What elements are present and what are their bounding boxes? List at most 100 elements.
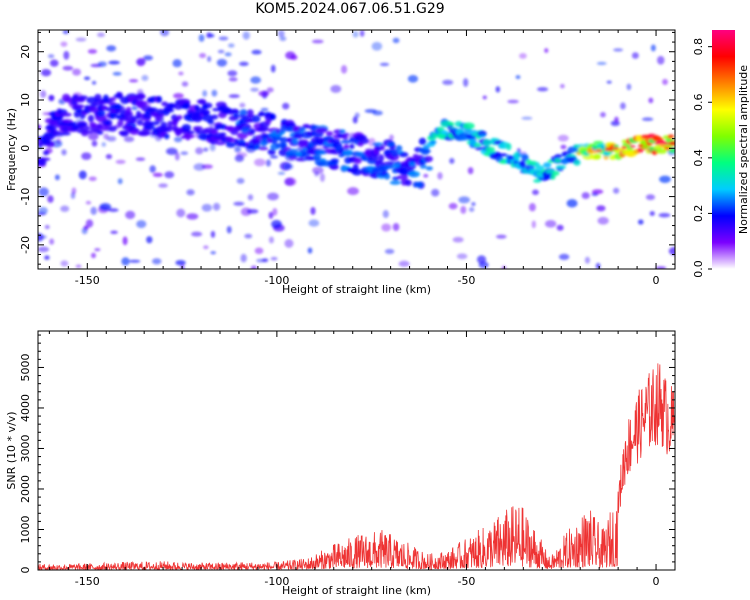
heatmap-cell bbox=[160, 30, 170, 37]
heatmap-cell bbox=[195, 147, 204, 155]
heatmap-cell bbox=[238, 141, 248, 147]
snr-x-axis-label: Height of straight line (km) bbox=[282, 584, 431, 597]
heatmap-cell bbox=[83, 76, 91, 81]
heatmap-cell bbox=[398, 260, 410, 267]
heatmap-cell bbox=[60, 205, 70, 212]
heatmap-x-tick-label: -100 bbox=[264, 274, 289, 287]
heatmap-cell bbox=[64, 96, 73, 103]
heatmap-cell bbox=[384, 173, 391, 180]
heatmap-cell bbox=[552, 170, 560, 176]
heatmap-cell bbox=[418, 137, 427, 146]
heatmap-cell bbox=[122, 236, 128, 246]
heatmap-cell bbox=[149, 165, 156, 173]
heatmap-cell bbox=[566, 199, 578, 208]
heatmap-cell bbox=[230, 130, 239, 136]
heatmap-cell bbox=[211, 89, 218, 97]
heatmap-cell bbox=[141, 75, 149, 81]
heatmap-cell bbox=[442, 79, 454, 85]
heatmap-cell bbox=[176, 208, 186, 218]
heatmap-cell bbox=[310, 206, 316, 215]
heatmap-cell bbox=[209, 33, 215, 38]
heatmap-cell bbox=[38, 233, 44, 242]
heatmap-cell bbox=[41, 69, 52, 77]
heatmap-cell bbox=[201, 104, 209, 110]
heatmap-cell bbox=[543, 162, 552, 168]
snr-y-tick-label: 1000 bbox=[19, 515, 32, 543]
heatmap-cell bbox=[63, 50, 70, 60]
heatmap-cell bbox=[482, 139, 492, 147]
heatmap-cell bbox=[456, 253, 468, 260]
heatmap-cell bbox=[227, 70, 238, 77]
heatmap-cell bbox=[97, 61, 107, 67]
heatmap-y-tick-label: 0 bbox=[19, 145, 32, 152]
heatmap-cell bbox=[343, 143, 350, 151]
heatmap-cell bbox=[448, 202, 458, 210]
heatmap-cell bbox=[147, 107, 159, 113]
heatmap-cell bbox=[47, 54, 55, 59]
heatmap-cell bbox=[108, 60, 120, 65]
heatmap-cell bbox=[115, 159, 126, 164]
heatmap-cell bbox=[340, 139, 352, 144]
heatmap-cell bbox=[390, 149, 400, 157]
heatmap-cell bbox=[319, 173, 325, 182]
heatmap-cell bbox=[38, 212, 47, 216]
heatmap-cell bbox=[614, 116, 619, 123]
heatmap-cell bbox=[42, 150, 50, 156]
heatmap-cell bbox=[108, 208, 119, 212]
heatmap-cell bbox=[152, 172, 163, 177]
heatmap-cell bbox=[164, 133, 170, 140]
heatmap-cell bbox=[178, 71, 184, 76]
heatmap-cell bbox=[515, 75, 521, 80]
heatmap-cell bbox=[48, 94, 55, 102]
colorbar-label: Normalized spectral amplitude bbox=[737, 65, 750, 234]
heatmap-cell bbox=[251, 49, 262, 55]
heatmap-cell bbox=[382, 210, 389, 219]
heatmap-cell bbox=[211, 114, 219, 120]
heatmap-cell bbox=[135, 100, 148, 108]
heatmap-cell bbox=[85, 130, 94, 134]
heatmap-cell bbox=[645, 194, 656, 201]
heatmap-cell bbox=[234, 154, 244, 162]
heatmap-cell bbox=[250, 76, 262, 84]
heatmap-cell bbox=[38, 124, 42, 130]
heatmap-cell bbox=[396, 175, 409, 180]
heatmap-cell bbox=[447, 122, 455, 126]
heatmap-y-axis-label: Frequency (Hz) bbox=[5, 108, 18, 191]
heatmap-cell bbox=[267, 192, 279, 201]
heatmap-cell bbox=[650, 44, 656, 52]
heatmap-cell bbox=[593, 153, 602, 160]
heatmap-cell bbox=[164, 171, 175, 179]
heatmap-cell bbox=[246, 109, 254, 117]
heatmap-cell bbox=[87, 132, 99, 141]
heatmap-cell bbox=[518, 160, 527, 168]
heatmap-cell bbox=[596, 149, 603, 153]
heatmap-cell bbox=[117, 178, 123, 185]
colorbar-tick-label: 0.0 bbox=[692, 260, 705, 278]
heatmap-cell bbox=[405, 179, 412, 186]
heatmap-cell bbox=[239, 61, 249, 66]
heatmap-cell bbox=[54, 174, 60, 181]
heatmap-cell bbox=[88, 176, 97, 182]
heatmap-cell bbox=[648, 97, 654, 104]
heatmap-y-tick-label: 10 bbox=[19, 93, 32, 107]
snr-line-layer bbox=[38, 363, 675, 570]
heatmap-cell bbox=[239, 109, 248, 116]
heatmap-cell bbox=[60, 112, 72, 117]
heatmap-cell bbox=[342, 135, 349, 140]
heatmap-cell bbox=[102, 94, 109, 102]
heatmap-cell bbox=[423, 173, 429, 178]
heatmap-cell bbox=[43, 134, 54, 141]
heatmap-cell bbox=[558, 253, 570, 261]
heatmap-cell bbox=[462, 122, 475, 130]
heatmap-cell bbox=[629, 145, 636, 148]
heatmap-cell bbox=[555, 165, 567, 170]
heatmap-cell bbox=[280, 142, 287, 149]
colorbar-tick-label: 0.6 bbox=[692, 94, 705, 112]
heatmap-cell bbox=[352, 116, 358, 124]
heatmap-y-tick-label: 20 bbox=[19, 45, 32, 59]
heatmap-cell bbox=[106, 45, 117, 52]
heatmap-cell bbox=[430, 188, 440, 197]
heatmap-cell bbox=[198, 133, 209, 141]
heatmap-cell bbox=[254, 247, 264, 255]
